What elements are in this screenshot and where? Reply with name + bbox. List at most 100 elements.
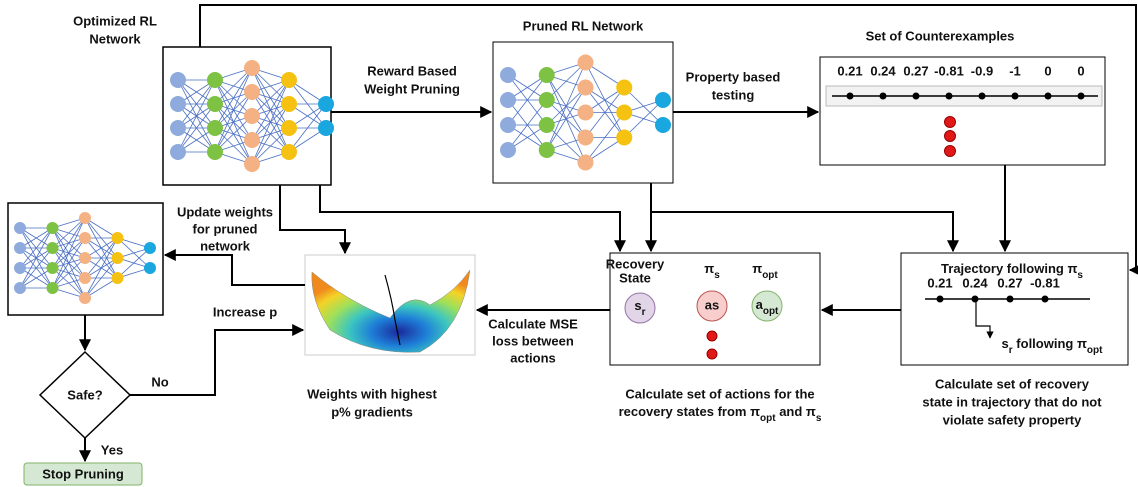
caption: Calculate set of recovery — [935, 376, 1090, 391]
box-title: Set of Counterexamples — [866, 28, 1015, 43]
neuron — [79, 292, 91, 304]
state-dot — [972, 296, 979, 303]
neuron — [79, 232, 91, 244]
neuron — [47, 262, 59, 274]
neuron — [79, 212, 91, 224]
caption: recovery states from πopt and πs — [619, 404, 822, 424]
network-title: Network — [89, 31, 141, 46]
neuron — [14, 262, 26, 274]
trajectory-value: 0.21 — [927, 275, 952, 290]
caption: p% gradients — [331, 404, 413, 419]
counterexample-value: -1 — [1009, 63, 1021, 78]
neuron — [47, 242, 59, 254]
ellipsis-dot — [945, 146, 956, 157]
box-title-run: s — [1077, 270, 1083, 281]
network-title: Optimized RL — [73, 13, 157, 28]
branch-label-run: s — [1002, 336, 1009, 351]
state-dot — [1007, 296, 1014, 303]
neuron — [500, 142, 516, 158]
node-label: as — [705, 297, 719, 312]
branch-label: Yes — [101, 442, 123, 457]
decision-label: Safe? — [67, 387, 102, 402]
neuron — [144, 262, 156, 274]
state-dot — [946, 93, 953, 100]
box-title-run: Trajectory following π — [941, 261, 1077, 276]
state-dot — [979, 93, 986, 100]
neuron — [578, 55, 594, 71]
neuron — [578, 155, 594, 171]
state-dot — [1078, 93, 1085, 100]
trajectory-value: -0.81 — [1030, 275, 1060, 290]
pruning-diagram: Optimized RLNetworkPruned RL NetworkRewa… — [0, 0, 1138, 487]
caption-run: s — [816, 413, 822, 424]
step-label: Increase p — [213, 304, 277, 319]
neuron — [318, 120, 334, 136]
step-label: testing — [712, 87, 755, 102]
neuron — [655, 117, 671, 133]
neuron — [14, 282, 26, 294]
node-label-run: opt — [763, 306, 779, 317]
node-label-run: r — [642, 307, 646, 318]
counterexample-value: 0.27 — [903, 63, 928, 78]
neuron — [112, 272, 124, 284]
policy-label-run: s — [714, 270, 720, 281]
neuron — [616, 105, 632, 121]
step-label: Weight Pruning — [364, 81, 460, 96]
policy-label-run: opt — [762, 270, 778, 281]
neuron — [112, 232, 124, 244]
neuron — [281, 96, 297, 112]
neuron — [318, 96, 334, 112]
neuron — [616, 130, 632, 146]
step-label: Update weights — [177, 204, 273, 219]
step-label: network — [200, 238, 251, 253]
caption-run: and π — [776, 404, 816, 419]
counterexample-value: -0.81 — [934, 63, 964, 78]
neuron — [281, 120, 297, 136]
neuron — [539, 92, 555, 108]
counterexample-value: 0 — [1044, 63, 1051, 78]
caption-run: recovery states from π — [619, 404, 761, 419]
neuron — [170, 144, 186, 160]
step-label: Property based — [686, 69, 781, 84]
state-dot — [1042, 296, 1049, 303]
neuron — [655, 92, 671, 108]
neuron — [144, 242, 156, 254]
neuron — [578, 105, 594, 121]
step-label: loss between — [492, 333, 574, 348]
caption: state in trajectory that do not — [922, 394, 1102, 409]
state-dot — [880, 93, 887, 100]
neuron — [207, 96, 223, 112]
neuron — [14, 222, 26, 234]
neuron — [281, 72, 297, 88]
neuron — [500, 92, 516, 108]
stop-label: Stop Pruning — [42, 466, 124, 481]
neuron — [170, 96, 186, 112]
counterexample-value: 0 — [1077, 63, 1084, 78]
caption-run: opt — [760, 413, 776, 424]
step-label: Reward Based — [367, 63, 457, 78]
neuron — [207, 72, 223, 88]
neuron — [170, 120, 186, 136]
neuron — [79, 272, 91, 284]
branch-label: No — [151, 374, 168, 389]
counterexample-value: -0.9 — [971, 63, 993, 78]
neuron — [539, 117, 555, 133]
state-dot — [937, 296, 944, 303]
trajectory-value: 0.27 — [997, 275, 1022, 290]
caption: Calculate set of actions for the — [625, 386, 814, 401]
neuron — [47, 222, 59, 234]
neuron — [539, 142, 555, 158]
neuron — [539, 67, 555, 83]
neuron — [244, 84, 260, 100]
neuron — [112, 252, 124, 264]
recovery-label: Recovery — [606, 256, 665, 271]
neuron — [79, 252, 91, 264]
neuron — [578, 130, 594, 146]
neuron — [500, 67, 516, 83]
state-dot — [913, 93, 920, 100]
trajectory-value: 0.24 — [962, 275, 988, 290]
neuron — [578, 80, 594, 96]
ellipsis-dot — [945, 117, 956, 128]
state-dot — [1045, 93, 1052, 100]
ellipsis-dot — [707, 331, 717, 341]
